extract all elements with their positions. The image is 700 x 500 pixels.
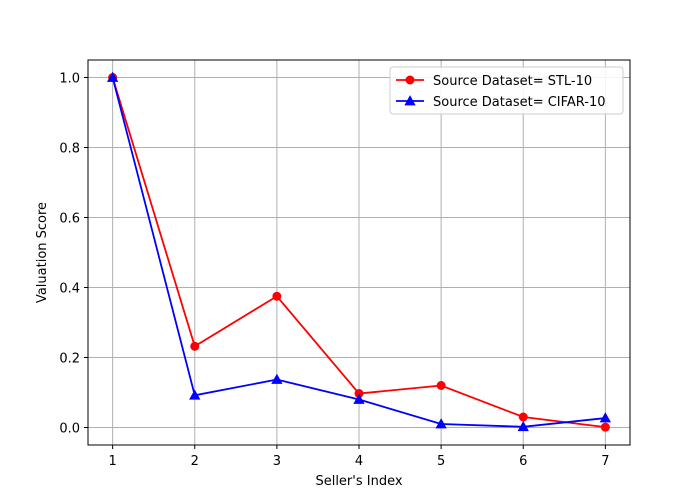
y-tick-label: 0.0	[59, 422, 80, 437]
data-point	[435, 418, 447, 429]
data-point	[190, 341, 200, 351]
legend-item: Source Dataset= CIFAR-10	[396, 95, 606, 110]
x-tick-label: 7	[601, 454, 609, 469]
x-tick-label: 1	[108, 454, 116, 469]
x-tick-label: 6	[519, 454, 527, 469]
data-point	[271, 373, 283, 384]
x-axis-label: Seller's Index	[315, 474, 402, 489]
x-axis-ticks: 1 2 3 4 5 6 7	[108, 445, 610, 469]
data-point	[272, 291, 282, 301]
data-point	[106, 71, 119, 82]
data-point	[353, 393, 365, 404]
legend-label: Source Dataset= CIFAR-10	[433, 95, 606, 110]
y-tick-label: 0.2	[59, 352, 80, 367]
legend-item: Source Dataset= STL-10	[396, 74, 592, 89]
x-tick-label: 2	[191, 454, 199, 469]
data-point	[436, 381, 446, 390]
x-tick-label: 4	[355, 454, 363, 469]
y-axis-label: Valuation Score	[35, 202, 50, 303]
y-axis-ticks: 0.0 0.2 0.4 0.6 0.8 1.0	[59, 72, 88, 437]
series-layer	[106, 71, 612, 432]
series-2	[106, 71, 612, 432]
legend-label: Source Dataset= STL-10	[433, 74, 592, 89]
legend-marker	[404, 95, 416, 106]
y-tick-label: 1.0	[59, 72, 80, 87]
grid	[88, 60, 630, 445]
x-tick-label: 3	[273, 454, 281, 469]
data-point	[600, 422, 610, 432]
legend: Source Dataset= STL-10 Source Dataset= CI…	[389, 66, 624, 115]
data-point	[189, 389, 201, 400]
legend-box	[389, 66, 624, 115]
legend-marker	[405, 75, 415, 85]
y-tick-label: 0.6	[59, 212, 80, 227]
y-tick-label: 0.4	[59, 282, 80, 297]
data-point	[518, 412, 528, 422]
data-point	[599, 412, 612, 423]
data-point	[517, 420, 529, 432]
x-tick-label: 5	[437, 454, 445, 469]
y-tick-label: 0.8	[59, 142, 80, 157]
